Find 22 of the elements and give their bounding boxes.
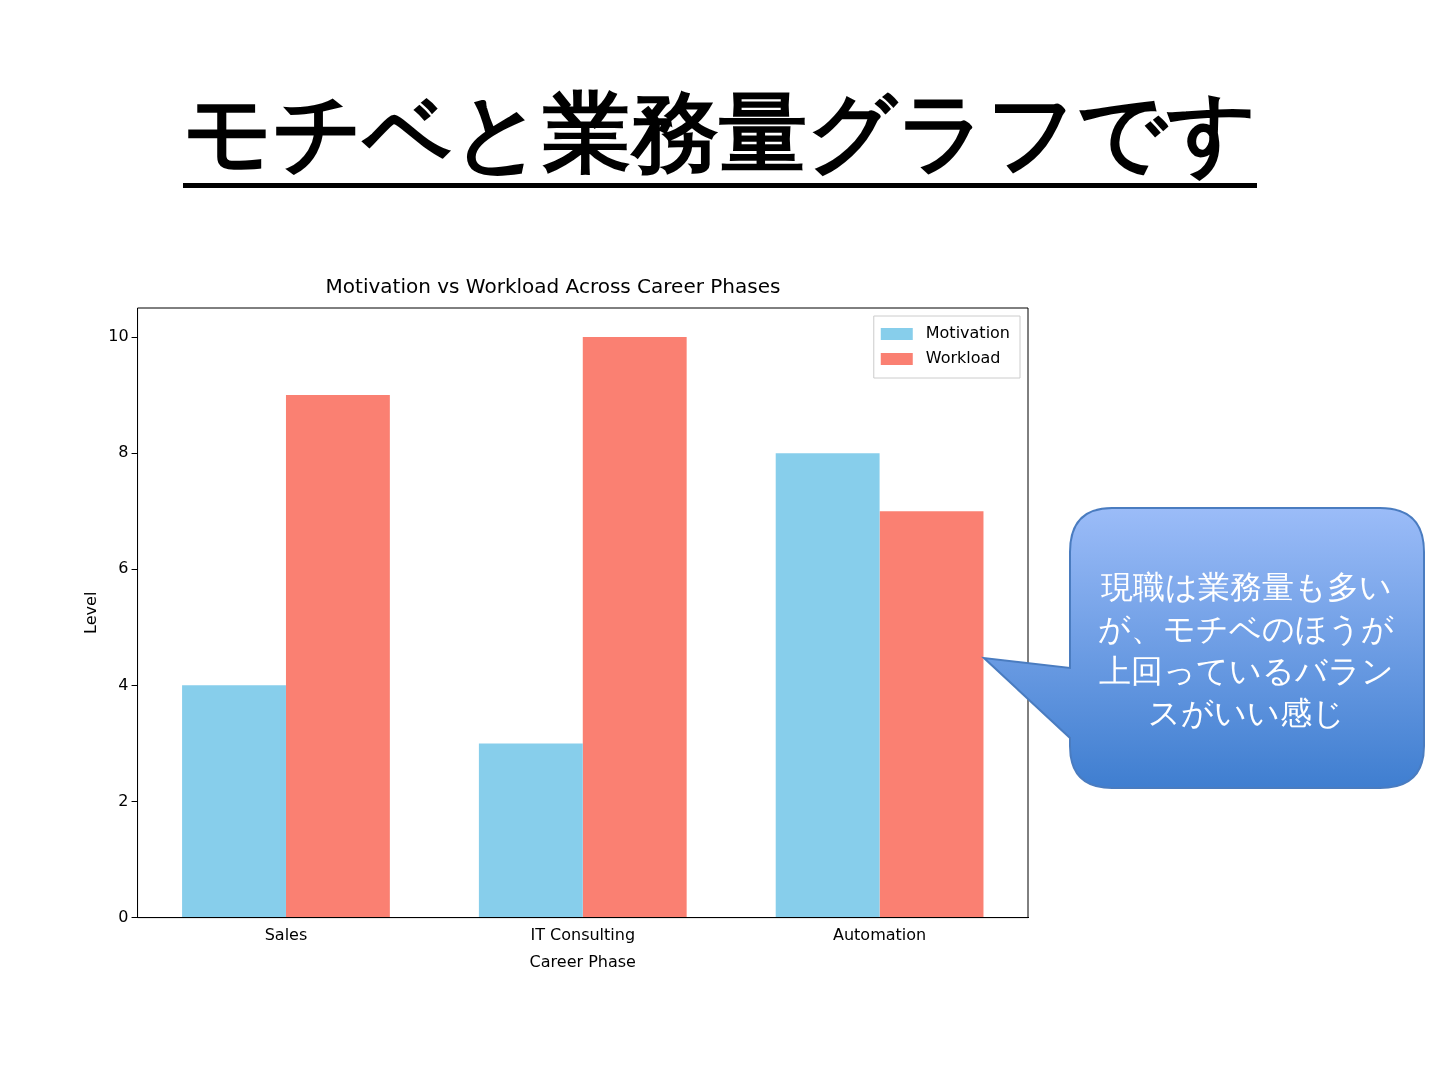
x-axis-title: Career Phase (529, 951, 636, 971)
bar (775, 453, 880, 918)
bar (879, 511, 984, 918)
legend-label: Motivation (925, 323, 1010, 343)
y-tick-label: 6 (118, 558, 129, 578)
y-axis-title: Level (80, 591, 100, 634)
x-tick-label: Automation (833, 925, 927, 945)
legend-label: Workload (925, 348, 1001, 368)
y-tick-label: 2 (118, 790, 129, 810)
x-tick-label: IT Consulting (530, 925, 636, 945)
y-tick-label: 0 (118, 906, 129, 926)
bar (182, 685, 286, 918)
text: 現職は業務量も多いが、モチベのほうが上回っているバランスがいい感じ (1097, 567, 1395, 734)
x-tick-label: Sales (264, 925, 308, 945)
chart-title: Motivation vs Workload Across Career Phases (325, 274, 781, 299)
chart-subtitle: モチベと業務量グラフです (183, 81, 1257, 188)
bar (582, 337, 687, 918)
y-tick-label: 10 (108, 326, 129, 346)
bar (478, 743, 583, 918)
bar (285, 395, 390, 918)
y-tick-label: 8 (118, 442, 129, 462)
y-tick-label: 4 (118, 674, 129, 694)
